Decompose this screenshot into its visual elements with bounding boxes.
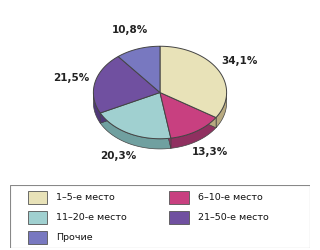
Polygon shape (160, 46, 227, 118)
Polygon shape (100, 113, 171, 149)
FancyBboxPatch shape (169, 211, 188, 224)
Text: Прочие: Прочие (56, 233, 93, 242)
Text: 21,5%: 21,5% (53, 73, 90, 83)
Text: 21–50-е место: 21–50-е место (197, 213, 268, 222)
FancyBboxPatch shape (28, 191, 47, 204)
Text: 11–20-е место: 11–20-е место (56, 213, 127, 222)
Polygon shape (160, 92, 216, 128)
Text: 20,3%: 20,3% (100, 151, 137, 161)
Polygon shape (216, 93, 227, 128)
Text: 10,8%: 10,8% (112, 25, 148, 35)
Polygon shape (100, 92, 160, 123)
FancyBboxPatch shape (28, 231, 47, 244)
FancyBboxPatch shape (169, 191, 188, 204)
Text: 13,3%: 13,3% (192, 147, 228, 157)
Polygon shape (160, 92, 216, 128)
Text: 1–5-е место: 1–5-е место (56, 193, 115, 202)
Polygon shape (160, 92, 171, 148)
Text: 34,1%: 34,1% (221, 56, 258, 66)
FancyBboxPatch shape (10, 185, 310, 248)
Polygon shape (93, 56, 160, 113)
Polygon shape (93, 93, 100, 123)
Text: 6–10-е место: 6–10-е место (197, 193, 262, 202)
Polygon shape (100, 92, 171, 139)
Polygon shape (171, 118, 216, 148)
Polygon shape (118, 46, 160, 92)
Polygon shape (160, 92, 171, 148)
Polygon shape (100, 92, 160, 123)
Polygon shape (160, 92, 216, 138)
FancyBboxPatch shape (28, 211, 47, 224)
